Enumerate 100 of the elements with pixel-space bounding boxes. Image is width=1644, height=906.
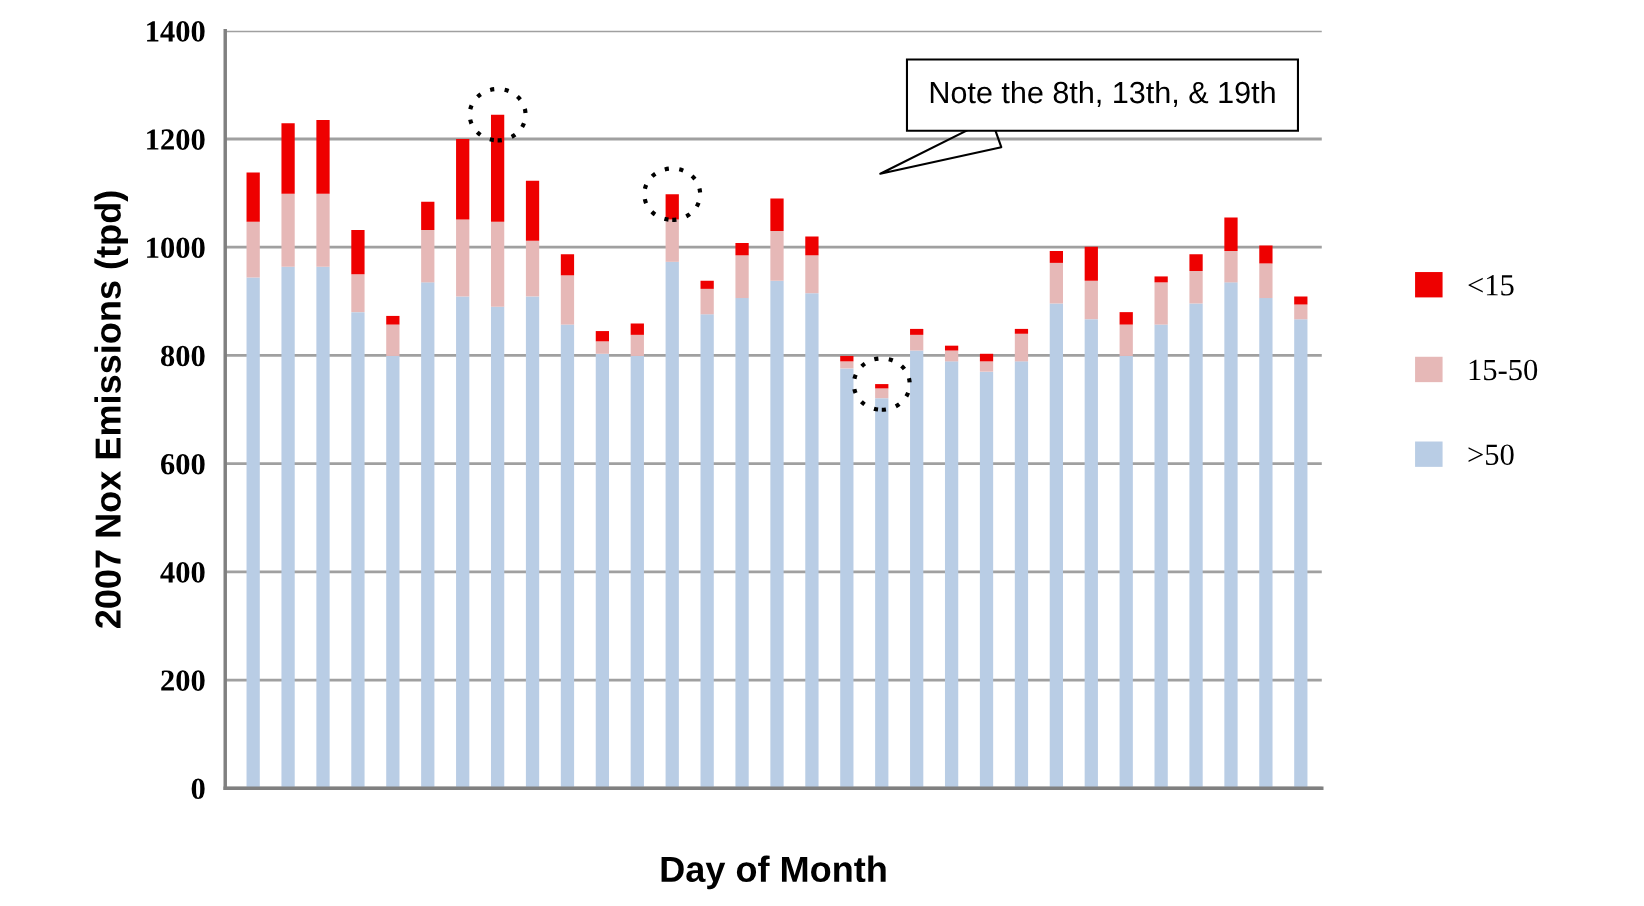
bar	[910, 328, 924, 335]
bar	[665, 261, 679, 789]
bar	[351, 229, 365, 275]
bar	[351, 274, 365, 313]
bar	[875, 388, 889, 399]
bar	[1189, 303, 1203, 789]
bar	[1014, 333, 1029, 362]
bar	[700, 288, 714, 315]
bar	[386, 315, 400, 325]
bar	[1154, 282, 1168, 325]
bar	[770, 198, 784, 231]
bar	[316, 266, 330, 789]
bar	[1084, 319, 1098, 789]
bar	[770, 230, 784, 281]
bar	[1049, 262, 1063, 304]
bar	[560, 254, 575, 276]
bar	[281, 123, 295, 194]
bar	[700, 314, 714, 789]
bar	[456, 219, 470, 297]
bar	[875, 384, 889, 389]
bar	[595, 353, 610, 789]
legend-label: >50	[1468, 444, 1514, 466]
bar	[630, 334, 644, 356]
annotation: Note the 8th, 13th, & 19th	[930, 80, 1275, 107]
bar	[805, 236, 819, 256]
bar	[979, 371, 994, 789]
bar	[665, 194, 679, 220]
bar	[1259, 263, 1273, 299]
bar	[1294, 296, 1308, 305]
bar	[246, 221, 260, 278]
bar	[386, 355, 400, 789]
x-axis-title: Day of Month	[661, 855, 886, 890]
bar	[910, 350, 924, 789]
bar	[1259, 298, 1273, 789]
y-tick-label: 1400	[147, 21, 205, 42]
bar	[490, 221, 505, 307]
bar	[421, 229, 435, 283]
bar	[281, 266, 295, 789]
bar	[316, 120, 330, 194]
bar	[840, 355, 854, 362]
bar	[1119, 355, 1133, 789]
bar	[1084, 280, 1098, 320]
y-tick-label: 400	[160, 562, 205, 583]
bar	[840, 361, 854, 369]
y-tick-label: 1000	[147, 237, 205, 259]
bar	[944, 350, 959, 362]
bar	[1154, 276, 1168, 283]
bar	[421, 201, 435, 230]
bar	[490, 306, 505, 789]
bar	[944, 361, 959, 789]
y-axis-title: 2007 Nox Emissions (tpd)	[94, 191, 129, 628]
bar	[1259, 245, 1273, 264]
bar	[525, 296, 540, 789]
y-tick-label: 0	[191, 778, 205, 800]
bar	[1294, 319, 1308, 789]
bar	[525, 180, 540, 241]
bar	[316, 193, 330, 267]
bar	[421, 282, 435, 789]
bar	[630, 323, 644, 335]
bar	[456, 296, 470, 789]
bar	[805, 293, 819, 789]
bar	[456, 139, 470, 220]
bar	[875, 398, 889, 789]
bar	[595, 331, 610, 342]
bar	[735, 298, 749, 789]
bar	[246, 172, 260, 222]
bar	[735, 255, 749, 299]
bar	[944, 345, 959, 351]
y-tick-label: 600	[161, 453, 205, 475]
legend-label: <15	[1468, 275, 1514, 296]
bar	[1049, 251, 1063, 263]
bar	[770, 280, 784, 789]
bar	[1014, 361, 1029, 789]
bar	[490, 114, 505, 222]
bar	[665, 219, 679, 262]
bar	[979, 361, 994, 372]
bar	[281, 193, 295, 267]
y-tick-label: 1200	[147, 129, 205, 150]
bar	[595, 341, 610, 354]
bar	[1154, 324, 1168, 789]
bar	[1224, 282, 1238, 789]
bar	[1119, 312, 1133, 325]
bar	[246, 277, 260, 789]
bar	[386, 324, 400, 356]
bar	[1224, 251, 1238, 283]
bar	[1084, 246, 1098, 281]
bar	[351, 312, 365, 789]
bar	[1189, 271, 1203, 304]
bar	[560, 275, 575, 325]
bar	[1119, 324, 1133, 356]
legend-label: 15-50	[1469, 359, 1538, 381]
bar	[910, 334, 924, 351]
bar	[1294, 304, 1308, 320]
bar	[840, 368, 854, 789]
bar	[805, 255, 819, 294]
y-tick-label: 200	[161, 670, 205, 691]
bar	[1014, 328, 1029, 334]
bar	[700, 280, 714, 289]
bar	[560, 324, 575, 789]
bar	[1189, 254, 1203, 272]
